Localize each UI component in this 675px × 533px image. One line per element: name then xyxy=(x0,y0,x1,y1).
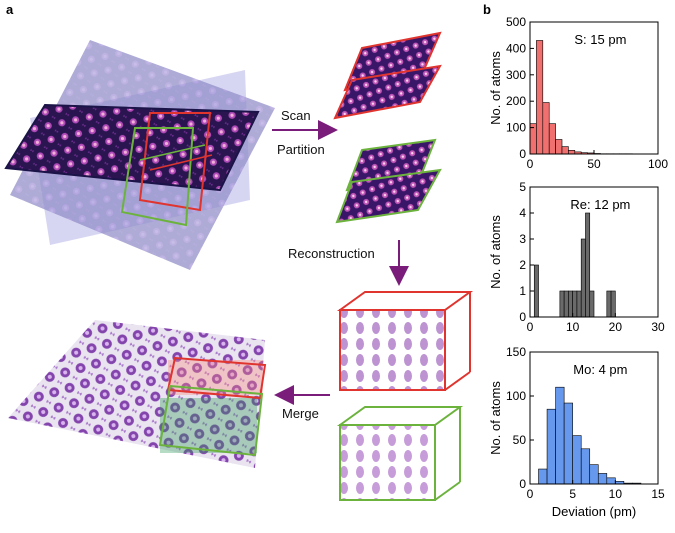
step-reconstruction-label: Reconstruction xyxy=(288,246,375,261)
y-tick-label: 100 xyxy=(506,389,526,403)
histogram-bar xyxy=(580,238,586,318)
histogram-bar xyxy=(546,408,556,485)
histogram-bar xyxy=(572,435,582,485)
annotation-label: Re: 12 pm xyxy=(570,197,630,212)
histogram-bar xyxy=(610,290,616,318)
histogram-bar xyxy=(589,464,599,485)
step-scan-label: Scan xyxy=(281,108,311,123)
histogram-bar xyxy=(580,448,591,485)
y-tick-label: 1 xyxy=(519,284,526,298)
histogram-bar xyxy=(561,146,569,155)
green-tilt-slices xyxy=(335,138,442,224)
step-merge-label: Merge xyxy=(282,406,319,421)
histogram-bar xyxy=(568,290,573,318)
y-axis-label: No. of atoms xyxy=(488,381,503,455)
y-tick-label: 2 xyxy=(519,258,526,272)
histogram-bar xyxy=(572,290,578,318)
red-tilt-slices xyxy=(333,31,442,120)
histogram-bar xyxy=(559,290,565,318)
histogram-bar xyxy=(555,139,563,155)
x-tick-label: 0 xyxy=(527,487,534,501)
y-tick-label: 3 xyxy=(519,232,526,246)
histogram-bar xyxy=(538,468,548,485)
y-tick-label: 4 xyxy=(519,206,526,220)
y-tick-label: 0 xyxy=(519,310,526,324)
histogram-bar xyxy=(576,290,582,318)
histogram-3: 0 50 100 150 0 5 10 15 Mo: 4 pm No. of atoms Devia… xyxy=(488,345,665,519)
y-axis-label: No. of atoms xyxy=(488,215,503,289)
histogram-bar xyxy=(597,473,608,485)
plot-frame xyxy=(529,186,659,318)
y-tick-label: 150 xyxy=(506,345,526,359)
histogram-bar xyxy=(555,386,565,485)
histogram-bar xyxy=(589,290,595,318)
x-tick-label: 20 xyxy=(609,320,623,334)
x-tick-label: 15 xyxy=(651,487,665,501)
x-tick-label: 0 xyxy=(527,157,534,171)
annotation-label: S: 15 pm xyxy=(574,32,626,47)
y-tick-label: 300 xyxy=(506,68,526,82)
y-tick-label: 100 xyxy=(506,121,526,135)
histogram-1: 0 100 200 300 400 500 0 50 100 S: 15 pm No. of ato… xyxy=(488,15,668,171)
histogram-bar xyxy=(568,150,576,155)
histogram-bar xyxy=(533,264,539,318)
histogram-bar xyxy=(606,477,616,485)
histogram-bar xyxy=(606,290,612,318)
y-tick-label: 0 xyxy=(519,147,526,161)
x-tick-label: 0 xyxy=(527,320,534,334)
x-tick-label: 5 xyxy=(569,487,576,501)
x-tick-label: 50 xyxy=(587,157,601,171)
x-axis-label: Deviation (pm) xyxy=(552,504,637,519)
histogram-bar xyxy=(563,290,569,318)
plot-frame xyxy=(529,351,659,485)
histogram-2: 0 1 2 3 4 5 0 10 20 30 Re: 12 pm No. of atoms xyxy=(488,180,665,334)
x-tick-label: 10 xyxy=(566,320,580,334)
green-reconstruction-cube xyxy=(336,406,464,501)
x-tick-label: 100 xyxy=(648,157,668,171)
y-tick-label: 200 xyxy=(506,94,526,108)
y-tick-label: 400 xyxy=(506,41,526,55)
y-tick-label: 5 xyxy=(519,180,526,194)
histogram-bar xyxy=(536,40,544,155)
red-reconstruction-cube xyxy=(336,291,474,391)
merged-volume xyxy=(8,320,267,468)
x-tick-label: 30 xyxy=(651,320,665,334)
annotation-label: Mo: 4 pm xyxy=(573,362,627,377)
partition-boxes xyxy=(120,112,213,227)
x-tick-label: 10 xyxy=(609,487,623,501)
panel-label-a: a xyxy=(6,2,14,17)
y-tick-label: 500 xyxy=(506,15,526,29)
y-axis-label: No. of atoms xyxy=(488,51,503,125)
histogram-bar xyxy=(542,102,550,155)
histogram-bar xyxy=(563,402,573,485)
histogram-bar xyxy=(529,123,537,155)
y-tick-label: 0 xyxy=(519,477,526,491)
histogram-bar xyxy=(585,212,591,318)
step-partition-label: Partition xyxy=(277,142,325,157)
histogram-bar xyxy=(548,123,556,155)
panel-label-b: b xyxy=(483,2,491,17)
y-tick-label: 50 xyxy=(513,433,527,447)
